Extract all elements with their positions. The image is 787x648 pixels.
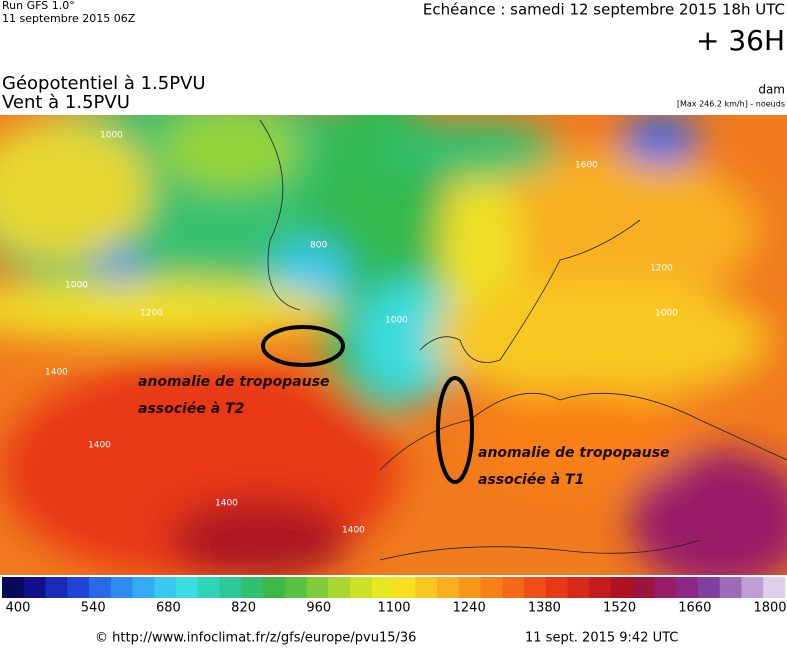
annotation: anomalie de tropopause: [138, 374, 330, 390]
colorbar-tick-label: 680: [156, 601, 181, 616]
contour-label: 1000: [385, 316, 408, 326]
colorbar-tick-label: 1520: [603, 601, 636, 616]
contour-label: 1000: [655, 309, 678, 319]
contour-label: 1200: [650, 264, 673, 274]
color-swatch: [263, 577, 286, 598]
colorbar-tick-label: 1660: [678, 601, 711, 616]
max-wind: [Max 246.2 km/h] - noeuds: [677, 100, 785, 109]
colorbar-tick-label: 1240: [453, 601, 486, 616]
color-swatch: [654, 577, 677, 598]
color-swatch: [23, 577, 46, 598]
colorbar-tick-label: 960: [306, 601, 331, 616]
color-swatch: [132, 577, 155, 598]
timestamp: 11 sept. 2015 9:42 UTC: [525, 631, 678, 646]
unit: dam: [758, 83, 785, 97]
lead-time: + 36H: [696, 24, 785, 57]
color-swatch: [2, 577, 25, 598]
colorbar-tick-label: 1800: [753, 601, 786, 616]
color-swatch: [328, 577, 351, 598]
contour-label: 1000: [100, 131, 123, 141]
color-swatch: [763, 577, 786, 598]
color-swatch: [437, 577, 460, 598]
color-swatch: [284, 577, 307, 598]
contour-label: 1200: [140, 309, 163, 319]
contour-label: 1600: [575, 161, 598, 171]
color-swatch: [502, 577, 525, 598]
color-swatch: [371, 577, 394, 598]
contour-label: 1400: [88, 441, 111, 451]
color-swatch: [458, 577, 481, 598]
color-swatch: [110, 577, 133, 598]
color-swatch: [415, 577, 438, 598]
color-swatch: [393, 577, 416, 598]
contour-label: 800: [310, 241, 327, 251]
highlight-ellipse: [261, 325, 345, 367]
color-swatch: [611, 577, 634, 598]
run-date: 11 septembre 2015 06Z: [2, 12, 136, 25]
color-swatch: [589, 577, 612, 598]
run: Run GFS 1.0°: [2, 0, 75, 12]
contour-label: 1400: [342, 526, 365, 536]
color-swatch: [45, 577, 68, 598]
color-swatch: [197, 577, 220, 598]
color-swatch: [219, 577, 242, 598]
color-swatch: [306, 577, 329, 598]
color-swatch: [154, 577, 177, 598]
color-swatch: [524, 577, 547, 598]
title: Géopotentiel à 1.5PVU: [2, 73, 206, 94]
source-url: © http://www.infoclimat.fr/z/gfs/europe/…: [95, 631, 416, 646]
color-swatch: [698, 577, 721, 598]
contour-label: 1000: [65, 281, 88, 291]
annotation: associée à T1: [478, 472, 584, 488]
valid-time: Echéance : samedi 12 septembre 2015 18h …: [423, 1, 785, 19]
color-swatch: [632, 577, 655, 598]
color-swatch: [176, 577, 199, 598]
colorbar-tick-label: 540: [81, 601, 106, 616]
subtitle: Vent à 1.5PVU: [2, 92, 130, 113]
color-swatch: [89, 577, 112, 598]
colorbar-tick-label: 400: [6, 601, 31, 616]
map: 1000 1000 800 1200 1400 1400 1400 1400 1…: [0, 115, 787, 575]
color-swatch: [719, 577, 742, 598]
color-swatch: [67, 577, 90, 598]
color-swatch: [350, 577, 373, 598]
color-swatch: [676, 577, 699, 598]
highlight-ellipse: [436, 376, 474, 484]
color-swatch: [567, 577, 590, 598]
color-swatch: [545, 577, 568, 598]
annotation: anomalie de tropopause: [478, 445, 670, 461]
color-swatch: [741, 577, 764, 598]
contour-label: 1400: [45, 368, 68, 378]
color-swatch: [480, 577, 503, 598]
colorbar: 400 540 680 820 960 1100 1240 1380 1520 1660 1800: [2, 577, 787, 616]
annotation: associée à T2: [138, 401, 244, 417]
colorbar-tick-label: 1380: [528, 601, 561, 616]
color-swatch: [241, 577, 264, 598]
contour-label: 1400: [215, 499, 238, 509]
colorbar-tick-label: 820: [231, 601, 256, 616]
colorbar-tick-label: 1100: [377, 601, 410, 616]
